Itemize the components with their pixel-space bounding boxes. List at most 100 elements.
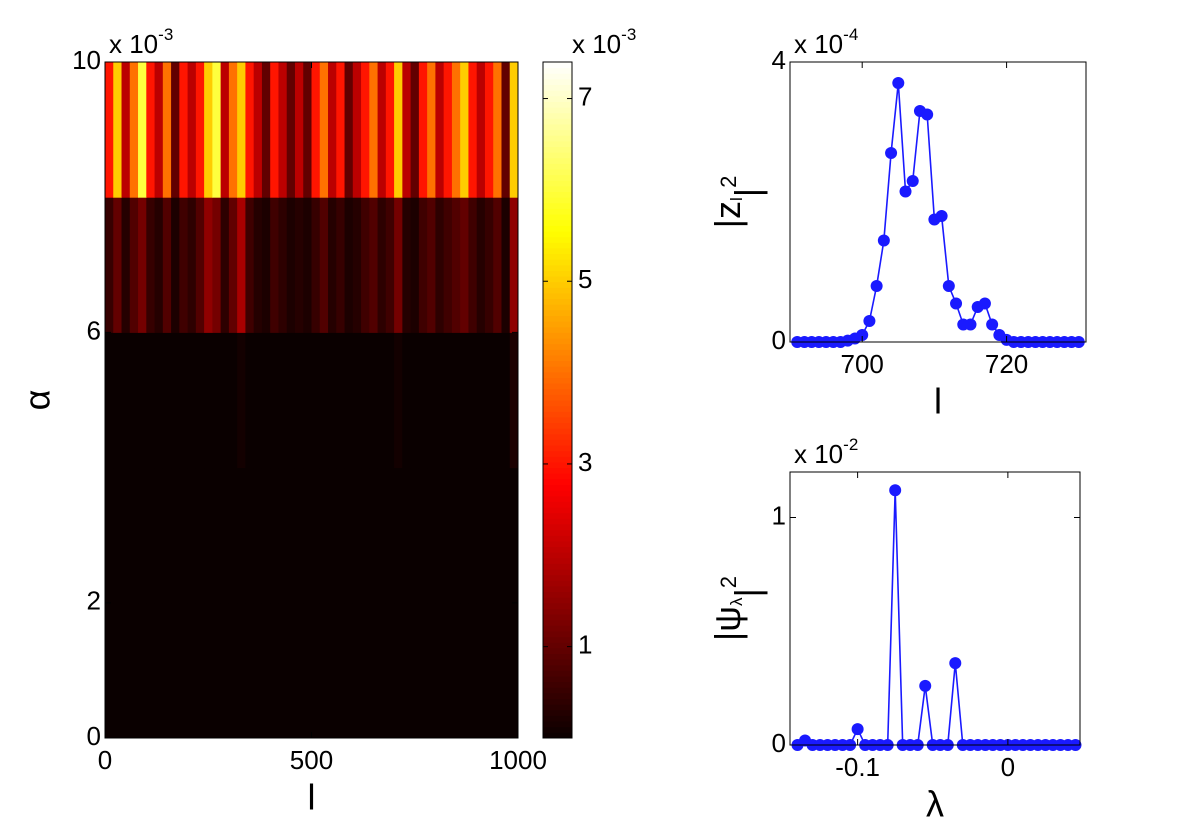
y-label-sub: l — [727, 197, 746, 201]
heat-cell — [146, 197, 156, 333]
y-offset: x 10-4 — [794, 25, 858, 58]
colorbar-cell — [543, 630, 572, 638]
heat-cell — [245, 332, 255, 469]
heat-cell — [311, 602, 321, 739]
y-offset: x 10-2 — [794, 435, 858, 468]
heat-cell — [270, 467, 279, 604]
y-label-sup: 2 — [716, 176, 741, 188]
heat-cell — [468, 602, 478, 739]
colorbar-cell — [543, 321, 572, 328]
heat-cell — [113, 62, 123, 198]
heat-cell — [294, 602, 304, 739]
colorbar-cell — [543, 259, 572, 266]
colorbar-cell — [543, 304, 572, 311]
point — [942, 280, 955, 292]
heat-cell — [162, 602, 172, 739]
y-label: |ψλ|2 — [707, 576, 768, 641]
heat-cell — [427, 602, 436, 739]
heat-cell — [179, 197, 189, 333]
heat-cell — [501, 467, 511, 604]
heat-cell — [443, 602, 453, 739]
heat-cell — [204, 602, 213, 739]
colorbar-cell — [543, 478, 572, 485]
colorbar-cell — [543, 309, 572, 316]
colorbar-cell — [543, 140, 572, 147]
heat-cell — [162, 332, 172, 469]
y-tick-label: 0 — [772, 728, 786, 758]
heat-cell — [451, 62, 461, 198]
y-offset-exp: -4 — [843, 25, 858, 44]
heat-cell — [261, 602, 271, 739]
colorbar-cell — [543, 219, 572, 226]
heat-cell — [121, 197, 131, 333]
heat-cell — [286, 602, 296, 739]
point — [935, 210, 948, 222]
heat-cell — [493, 332, 502, 469]
colorbar-cell — [543, 704, 572, 711]
colorbar-cell — [543, 450, 572, 457]
heat-cell — [476, 332, 486, 469]
heat-cell — [460, 62, 469, 198]
colorbar-offset-base: x 10 — [572, 29, 621, 59]
colorbar-cell — [543, 625, 572, 632]
heat-cell — [146, 467, 156, 604]
colorbar-cell — [543, 608, 572, 615]
heat-cell — [129, 197, 139, 333]
heat-cell — [311, 197, 321, 333]
heat-cell — [204, 467, 213, 604]
colorbar-cell — [543, 157, 572, 164]
heatmap — [105, 62, 519, 739]
heat-cell — [352, 62, 362, 198]
heat-cell — [138, 467, 147, 604]
y-label: α — [17, 390, 58, 411]
heat-cell — [294, 332, 304, 469]
heat-cell — [402, 467, 412, 604]
y-label: |zl|2 — [707, 176, 768, 229]
heat-cell — [162, 197, 172, 333]
heat-cell — [121, 602, 131, 739]
y-label-close: | — [727, 188, 768, 197]
x-tick-label: 720 — [985, 349, 1028, 379]
x-label: l — [934, 381, 942, 422]
colorbar-cell — [543, 411, 572, 418]
point — [919, 679, 932, 692]
colorbar-cell — [543, 360, 572, 367]
point — [921, 108, 934, 121]
colorbar-offset-exp: -3 — [621, 25, 636, 44]
heat-cell — [154, 62, 164, 198]
colorbar-cell — [543, 84, 572, 91]
heat-cell — [187, 467, 197, 604]
colorbar-cell — [543, 191, 572, 198]
heat-cell — [204, 197, 213, 333]
heat-cell — [394, 332, 403, 469]
colorbar-cell — [543, 647, 572, 654]
heat-cell — [129, 602, 139, 739]
heat-cell — [402, 332, 412, 469]
y-tick-label: 10 — [72, 45, 101, 75]
colorbar-cell — [543, 315, 572, 322]
heat-cell — [501, 62, 511, 198]
heat-cell — [204, 62, 213, 198]
point — [950, 297, 963, 310]
heat-cell — [228, 467, 238, 604]
heat-cell — [121, 332, 131, 469]
heat-cell — [468, 467, 478, 604]
colorbar-cell — [543, 354, 572, 362]
heat-cell — [435, 332, 445, 469]
colorbar-cell — [543, 653, 572, 660]
colorbar-cell — [543, 676, 572, 683]
heat-cell — [509, 467, 519, 604]
heat-cell — [228, 332, 238, 469]
heat-cell — [352, 467, 362, 604]
heat-cell — [220, 197, 230, 333]
heat-cell — [336, 62, 346, 198]
colorbar-cell — [543, 281, 572, 288]
colorbar-cell — [543, 715, 572, 722]
heat-cell — [228, 197, 238, 333]
heat-cell — [278, 467, 288, 604]
colorbar-tick-label: 1 — [578, 630, 592, 660]
heat-cell — [278, 197, 288, 333]
heat-cell — [187, 197, 197, 333]
colorbar-cell — [543, 490, 572, 497]
heat-cell — [394, 62, 403, 198]
